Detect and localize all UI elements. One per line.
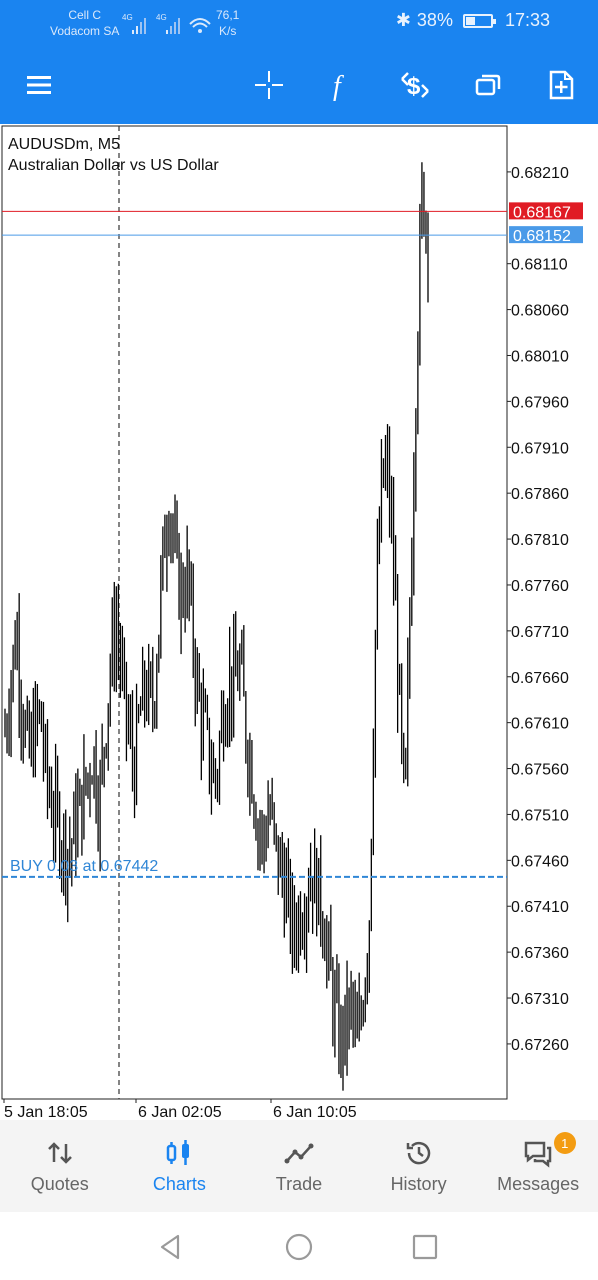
plot-frame (1, 125, 508, 1100)
messages-icon (524, 1141, 552, 1168)
y-tick-label: 0.67910 (511, 440, 569, 457)
system-navigation (0, 1212, 598, 1280)
y-tick-label: 0.67360 (511, 945, 569, 962)
y-tick-label: 0.67460 (511, 853, 569, 870)
indicators-button[interactable]: f (316, 60, 366, 110)
x-tick-label: 6 Jan 02:05 (138, 1104, 222, 1120)
clock: 17:33 (504, 10, 550, 30)
messages-badge: 1 (553, 1132, 576, 1154)
signal-icon: 4G 4G (122, 13, 211, 34)
nav-messages[interactable]: Messages 1 (478, 1120, 598, 1212)
nav-history[interactable]: History (359, 1120, 479, 1212)
crosshair-button[interactable] (244, 60, 294, 110)
y-tick-label: 0.67410 (511, 899, 569, 916)
bid-label: 0.68152 (513, 228, 571, 245)
back-button[interactable] (154, 1230, 188, 1264)
y-tick-label: 0.67760 (511, 578, 569, 595)
trade-icon (284, 1143, 314, 1163)
price-bars (4, 162, 429, 1091)
nav-charts-label: Charts (152, 1173, 206, 1194)
net-2-label: 4G (156, 13, 167, 22)
home-button[interactable] (282, 1230, 316, 1264)
y-tick-label: 0.67710 (511, 624, 569, 641)
y-tick-label: 0.68210 (511, 165, 569, 182)
y-tick-label: 0.68110 (511, 257, 568, 274)
ask-label: 0.68167 (513, 204, 571, 221)
nav-quotes[interactable]: Quotes (0, 1120, 120, 1212)
ask-label-box (509, 202, 583, 220)
carrier-2: Vodacom SA (50, 24, 120, 38)
history-icon (406, 1141, 430, 1164)
nav-history-label: History (390, 1173, 447, 1194)
nav-trade[interactable]: Trade (239, 1120, 359, 1212)
y-tick-label: 0.67660 (511, 670, 569, 687)
add-object-button[interactable] (536, 60, 586, 110)
new-order-button[interactable]: $ (390, 60, 440, 110)
nav-quotes-label: Quotes (30, 1173, 89, 1194)
y-tick-label: 0.67810 (511, 532, 569, 549)
new-order-icon: $ (401, 72, 429, 100)
windows-button[interactable] (463, 60, 513, 110)
indicators-icon: f (333, 71, 344, 101)
buy-order-label: BUY 0.03 at 0.67442 (10, 858, 158, 875)
bid-label-box (509, 226, 583, 244)
status-right: ✱ 38% 17:33 (396, 10, 550, 31)
x-tick-label: 5 Jan 18:05 (4, 1104, 88, 1120)
network-speed: 76,1 K/s (216, 7, 239, 39)
quotes-icon (47, 1141, 72, 1164)
recents-button[interactable] (408, 1230, 442, 1264)
crosshair-icon (255, 71, 283, 99)
price-chart[interactable]: 0.68210 0.68110 0.68060 0.68010 0.67960 0.679… (0, 124, 598, 1120)
y-tick-label: 0.68060 (511, 303, 569, 320)
y-tick-label: 0.68010 (511, 348, 569, 365)
bottom-navigation: Quotes Charts Trade History Messages 1 (0, 1120, 598, 1212)
y-tick-label: 0.67260 (511, 1037, 569, 1054)
menu-icon (27, 76, 51, 94)
carrier-info: Cell C Vodacom SA (50, 7, 119, 39)
bluetooth-icon: ✱ (395, 10, 411, 30)
battery-icon (462, 13, 496, 28)
menu-button[interactable] (14, 60, 64, 110)
charts-icon (167, 1139, 190, 1165)
svg-text:$: $ (407, 73, 421, 100)
home-icon (285, 1233, 313, 1261)
y-tick-label: 0.67610 (511, 716, 569, 733)
x-tick-label: 6 Jan 10:05 (273, 1104, 357, 1120)
recents-icon (412, 1234, 438, 1260)
svg-text:f: f (333, 71, 344, 101)
chart-title: AUDUSDm, M5 Australian Dollar vs US Doll… (8, 134, 219, 176)
y-tick-label: 0.67960 (511, 394, 569, 411)
add-object-icon (549, 70, 574, 100)
net-1-label: 4G (122, 13, 133, 22)
back-icon (160, 1234, 180, 1260)
windows-icon (475, 74, 501, 96)
nav-charts[interactable]: Charts (120, 1120, 240, 1212)
speed-unit: K/s (219, 24, 237, 38)
y-tick-label: 0.67510 (511, 807, 569, 824)
y-tick-label: 0.67860 (511, 486, 569, 503)
chart-area[interactable]: 0.68210 0.68110 0.68060 0.68010 0.67960 0.679… (0, 124, 598, 1120)
y-tick-label: 0.67560 (511, 762, 569, 779)
carrier-1: Cell C (68, 8, 102, 22)
nav-trade-label: Trade (275, 1173, 323, 1194)
speed-value: 76,1 (216, 8, 240, 22)
y-tick-label: 0.67310 (511, 991, 569, 1008)
nav-messages-label: Messages (497, 1173, 580, 1194)
top-bar: Cell C Vodacom SA 4G 4G 76,1 K/s ✱ 38% (0, 0, 598, 124)
symbol-description: Australian Dollar vs US Dollar (8, 157, 219, 174)
symbol-timeframe: AUDUSDm, M5 (8, 136, 121, 153)
battery-percent: 38% (416, 10, 453, 30)
